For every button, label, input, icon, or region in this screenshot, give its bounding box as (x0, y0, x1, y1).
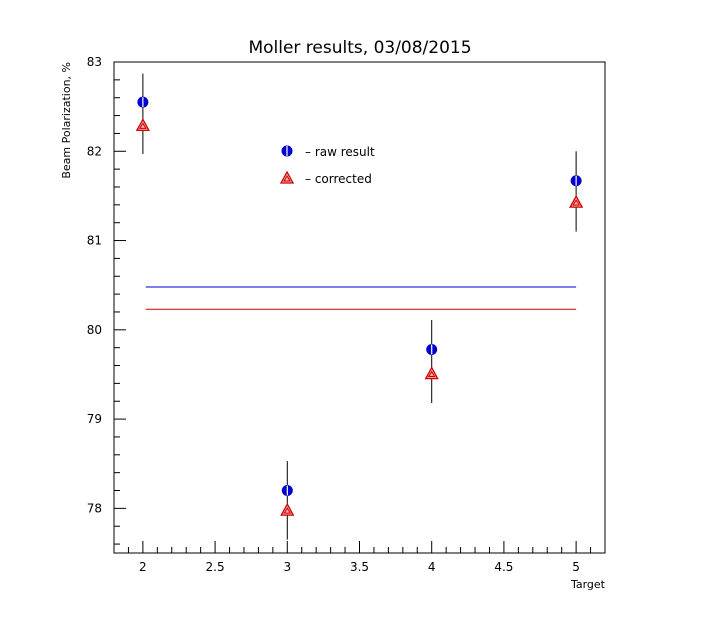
x-tick-label: 4.5 (494, 560, 513, 574)
data-markers (135, 96, 584, 516)
legend-marker-corrected (279, 170, 295, 184)
y-axis-label: Beam Polarization, % (60, 62, 73, 179)
x-tick-label: 5 (572, 560, 580, 574)
y-tick-label: 82 (87, 144, 102, 158)
x-axis-label: Target (570, 578, 606, 591)
data-point-corrected (569, 194, 584, 208)
mean-lines (145, 286, 577, 310)
data-point-raw-result (570, 175, 582, 187)
legend: – raw result – corrected (279, 145, 375, 186)
x-tick-label: 3 (283, 560, 291, 574)
data-point-raw-result (137, 96, 149, 108)
chart-title: Moller results, 03/08/2015 (248, 38, 471, 58)
x-tick-label: 3.5 (350, 560, 369, 574)
y-tick-label: 78 (87, 501, 102, 515)
y-tick-label: 81 (87, 234, 102, 248)
legend-label-raw-result: – raw result (305, 145, 375, 159)
y-tick-label: 80 (87, 323, 102, 337)
legend-label-corrected: – corrected (305, 172, 372, 186)
marker-inner (427, 370, 436, 378)
x-tick-label: 2.5 (206, 560, 225, 574)
marker-inner (283, 507, 292, 514)
legend-item-raw-result: – raw result (281, 145, 375, 159)
y-tick-label: 79 (87, 412, 102, 426)
data-point-raw-result (426, 343, 438, 355)
legend-symbol-triangle (279, 170, 295, 184)
legend-marker-raw-result (281, 145, 293, 157)
plot-frame (113, 61, 606, 554)
marker-inner (283, 175, 291, 182)
y-tick-label: 83 (87, 55, 102, 69)
data-point-corrected (424, 366, 439, 380)
marker-inner (572, 199, 581, 206)
legend-item-corrected: – corrected (279, 170, 372, 186)
data-point-corrected (280, 502, 295, 516)
y-axis: 78 79 80 81 82 83 (87, 55, 126, 545)
error-bars (142, 73, 577, 540)
data-point-raw-result (281, 485, 293, 497)
marker-inner (138, 122, 147, 129)
data-point-corrected (135, 118, 150, 132)
legend-symbol-circle (281, 145, 293, 157)
x-tick-label: 2 (139, 560, 147, 574)
x-axis: 2 2.5 3 3.5 4 4.5 5 (113, 541, 606, 574)
x-tick-label: 4 (428, 560, 436, 574)
